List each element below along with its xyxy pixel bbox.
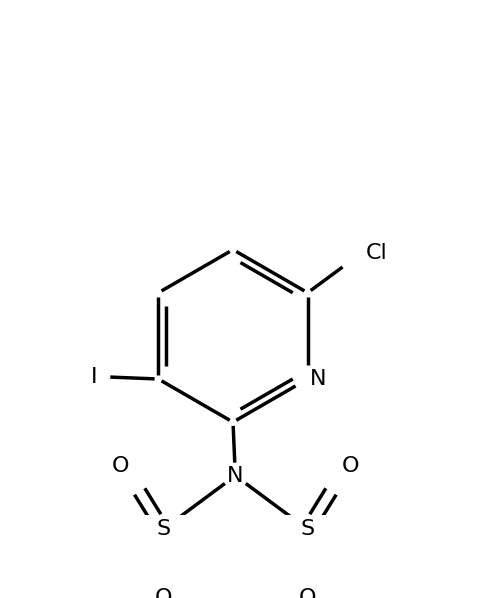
Text: I: I xyxy=(91,367,98,387)
Text: O: O xyxy=(299,588,316,598)
Text: N: N xyxy=(310,369,326,389)
Text: O: O xyxy=(111,456,129,476)
Text: O: O xyxy=(342,456,359,476)
Text: S: S xyxy=(300,519,315,539)
Text: N: N xyxy=(227,466,243,486)
Text: S: S xyxy=(156,519,170,539)
Text: O: O xyxy=(155,588,172,598)
Text: Cl: Cl xyxy=(366,243,388,263)
